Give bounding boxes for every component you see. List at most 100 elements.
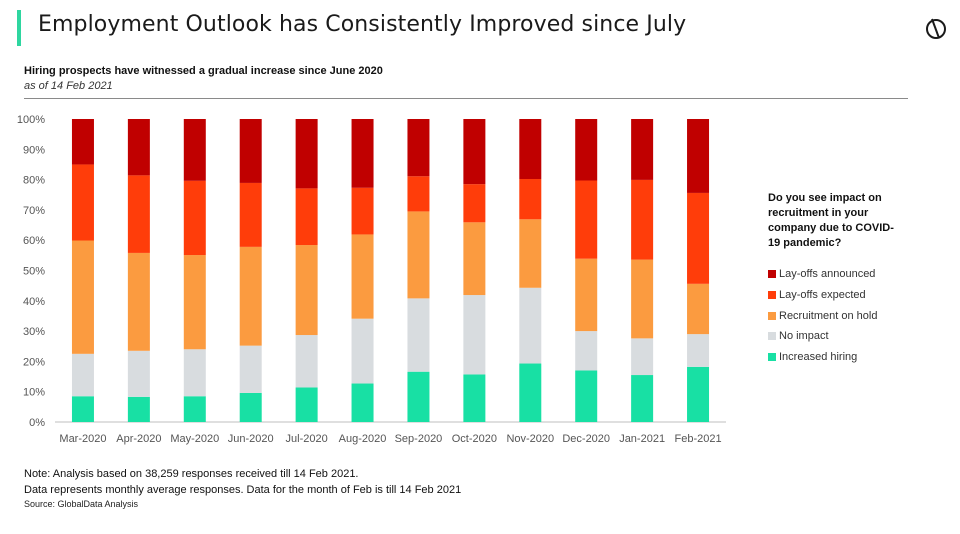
bar-segment-increased-hiring [71,396,94,422]
y-tick-label: 70% [23,205,45,217]
x-tick-label: Jan-2021 [619,433,665,445]
bar-segment-increased-hiring [519,363,542,422]
bar-segment-increased-hiring [351,383,374,422]
legend-title: Do you see impact on recruitment in your… [768,192,894,249]
page-title: Employment Outlook has Consistently Impr… [38,12,687,37]
bar-segment-lay-offs-expected [519,178,542,220]
legend-label: Lay-offs expected [779,289,866,302]
note-line-1: Note: Analysis based on 38,259 responses… [24,468,359,480]
header-divider [24,98,908,99]
x-tick-label: Apr-2020 [116,433,161,445]
bar-segment-lay-offs-announced [127,119,150,176]
bar-segment-lay-offs-expected [183,180,206,256]
legend-swatch [768,291,776,300]
y-tick-label: 90% [23,144,45,156]
legend-label: Recruitment on hold [779,309,878,322]
stacked-bar-chart: 0% 10% 20% 30% 40% 50% 60% 70% 80% 90% 100% Mar-202… [17,114,726,445]
bar-segment-lay-offs-expected [351,187,374,235]
y-tick-label: 10% [23,387,45,399]
bar-segment-recruitment-on-hold [407,211,430,299]
y-tick-label: 20% [23,356,45,368]
legend-item-increased-hiring: Increased hiring [768,347,877,368]
legend-item-lay-offs-expected: Lay-offs expected [768,285,877,306]
y-tick-label: 30% [23,326,45,338]
bar-segment-no-impact [687,334,710,367]
bar-segment-recruitment-on-hold [71,240,94,354]
bar-segment-lay-offs-announced [463,119,486,185]
bar-segment-lay-offs-expected [463,184,486,223]
chart-subtitle: Hiring prospects have witnessed a gradua… [24,65,383,77]
y-tick-label: 80% [23,175,45,187]
x-tick-label: Jul-2020 [286,433,328,445]
bar-segment-lay-offs-announced [71,119,94,165]
x-tick-label: Jun-2020 [228,433,274,445]
bar-segment-no-impact [519,287,542,364]
bar-segment-recruitment-on-hold [575,258,598,332]
bar-segment-lay-offs-expected [631,179,654,260]
title-accent-bar [17,10,21,46]
legend-item-no-impact: No impact [768,326,877,347]
y-tick-label: 60% [23,235,45,247]
chart-notes: Note: Analysis based on 38,259 responses… [24,466,461,498]
bar-segment-lay-offs-announced [183,119,206,181]
note-line-2: Data represents monthly average response… [24,484,462,496]
x-tick-label: Sep-2020 [395,433,443,445]
bar-segment-no-impact [463,295,486,375]
bar-segment-lay-offs-announced [687,119,710,193]
bar-segment-recruitment-on-hold [631,259,654,339]
bar-segment-increased-hiring [463,374,486,422]
bar-segment-lay-offs-expected [407,176,430,212]
globaldata-logo-icon [926,18,946,39]
bar-segment-no-impact [407,298,430,372]
bar-segment-no-impact [631,338,654,376]
x-tick-label: Nov-2020 [506,433,554,445]
bar-segment-no-impact [239,345,262,393]
bar-segment-increased-hiring [127,396,150,422]
bar-segment-lay-offs-announced [631,119,654,180]
y-tick-label: 0% [29,417,45,429]
legend-swatch [768,311,776,320]
chart-legend: Lay-offs announced Lay-offs expected Rec… [768,264,877,367]
bar-segment-lay-offs-announced [239,119,262,183]
bar-segment-lay-offs-announced [519,119,542,179]
bar-segment-recruitment-on-hold [463,222,486,296]
bar-segment-lay-offs-expected [239,182,262,247]
bar-segment-recruitment-on-hold [127,252,150,351]
bar-segment-recruitment-on-hold [295,245,318,336]
legend-label: No impact [779,330,829,343]
x-tick-label: Oct-2020 [452,433,497,445]
chart-as-of-date: as of 14 Feb 2021 [24,80,113,92]
bar-segment-increased-hiring [687,366,710,422]
bar-segment-increased-hiring [183,396,206,422]
bar-segment-recruitment-on-hold [183,255,206,350]
bar-segment-no-impact [351,318,374,384]
bar-segment-increased-hiring [295,387,318,422]
source-note: Source: GlobalData Analysis [24,499,139,509]
bar-segment-lay-offs-expected [127,175,150,253]
legend-swatch [768,353,776,362]
legend-label: Increased hiring [779,351,858,364]
bar-segment-no-impact [127,350,150,397]
bar-segment-lay-offs-expected [575,180,598,259]
legend-label: Lay-offs announced [779,268,876,281]
bar-segment-lay-offs-expected [71,164,94,241]
bar-segment-lay-offs-expected [295,188,318,246]
bar-segment-lay-offs-announced [407,119,430,177]
bar-segment-recruitment-on-hold [351,234,374,319]
y-tick-label: 50% [23,266,45,278]
bar-segment-recruitment-on-hold [519,219,542,288]
bar-segment-lay-offs-announced [351,119,374,188]
x-tick-label: May-2020 [170,433,219,445]
bar-segment-recruitment-on-hold [239,246,262,346]
bar-segment-no-impact [71,353,94,397]
y-tick-label: 40% [23,296,45,308]
bar-segment-increased-hiring [631,375,654,422]
y-tick-label: 100% [17,114,45,126]
legend-item-recruitment-on-hold: Recruitment on hold [768,305,877,326]
x-tick-label: Mar-2020 [59,433,106,445]
x-tick-label: Feb-2021 [674,433,721,445]
x-tick-label: Aug-2020 [339,433,387,445]
x-tick-label: Dec-2020 [562,433,610,445]
bar-segment-lay-offs-expected [687,192,710,284]
bar-segment-no-impact [575,331,598,371]
